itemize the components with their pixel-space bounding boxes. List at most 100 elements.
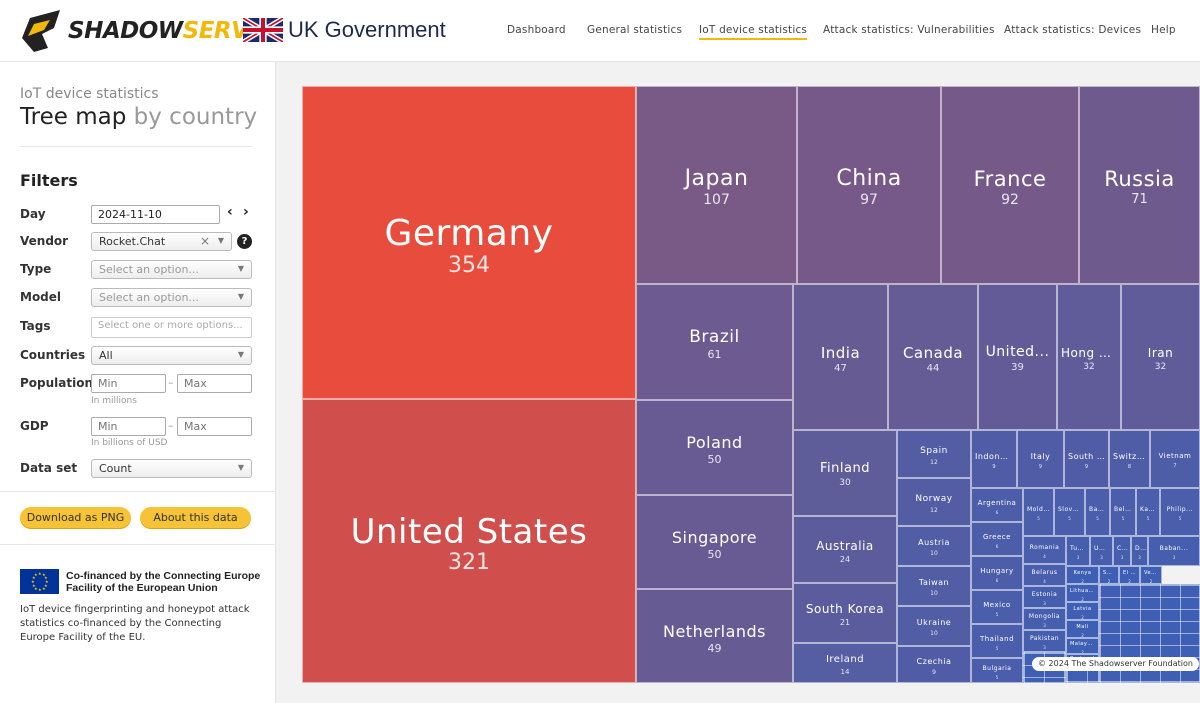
nav-help[interactable]: Help bbox=[1151, 24, 1176, 36]
treemap-cell[interactable]: Singapore 50 bbox=[636, 495, 793, 589]
treemap-cell[interactable]: Italy 9 bbox=[1017, 430, 1064, 488]
treemap-cell[interactable]: Norway 12 bbox=[897, 478, 971, 526]
treemap-cell[interactable]: Spain 12 bbox=[897, 430, 971, 478]
gdp-max-input[interactable] bbox=[177, 417, 252, 436]
treemap-cell[interactable]: Romania 4 bbox=[1023, 536, 1066, 564]
treemap-cell[interactable]: Finland 30 bbox=[793, 430, 897, 516]
population-label: Population bbox=[20, 376, 94, 390]
treemap-cell[interactable]: Austria 10 bbox=[897, 526, 971, 566]
treemap-cell[interactable]: Switzerl... 8 bbox=[1109, 430, 1150, 488]
treemap-cell-label: Pakistan bbox=[1029, 635, 1060, 642]
nav-iot-device-statistics[interactable]: IoT device statistics bbox=[699, 24, 808, 40]
treemap-cell[interactable]: China 97 bbox=[797, 86, 941, 284]
copyright-notice: © 2024 The Shadowserver Foundation bbox=[1032, 657, 1199, 671]
treemap-cell[interactable]: Czechia 9 bbox=[897, 646, 971, 683]
countries-select[interactable]: All ▼ bbox=[91, 346, 252, 365]
treemap-cell[interactable]: Vietnam 7 bbox=[1150, 430, 1200, 488]
population-min-input[interactable] bbox=[91, 374, 166, 393]
treemap-cell[interactable]: Australia 24 bbox=[793, 516, 897, 583]
treemap-cell[interactable]: Russia 71 bbox=[1079, 86, 1200, 284]
treemap-cell[interactable]: Belarus 4 bbox=[1023, 564, 1066, 586]
population-max-input[interactable] bbox=[177, 374, 252, 393]
treemap-cell[interactable]: Mongolia 3 bbox=[1023, 608, 1066, 630]
chevron-down-icon: ▼ bbox=[237, 350, 244, 359]
treemap-cell[interactable]: Kazak... 5 bbox=[1136, 488, 1160, 536]
nav-dashboard[interactable]: Dashboard bbox=[507, 24, 566, 36]
treemap-cell[interactable]: Uganda 3 bbox=[1090, 536, 1113, 566]
treemap-cell-value: 3 bbox=[1138, 555, 1141, 560]
treemap-cell[interactable]: Iran 32 bbox=[1121, 284, 1200, 430]
chevron-down-icon: ▼ bbox=[237, 292, 244, 301]
treemap-cell[interactable]: Netherlands 49 bbox=[636, 589, 793, 683]
treemap-cell[interactable]: France 92 bbox=[941, 86, 1079, 284]
treemap-cell[interactable]: Den... 3 bbox=[1131, 536, 1148, 566]
treemap-cell[interactable]: Hungary 6 bbox=[971, 556, 1023, 590]
chevron-left-icon[interactable]: ‹ bbox=[227, 204, 233, 220]
shadowserver-logo[interactable]: SHADOWSERVER bbox=[20, 6, 281, 56]
gdp-min-input[interactable] bbox=[91, 417, 166, 436]
treemap-cell[interactable]: United States 321 bbox=[302, 399, 636, 683]
treemap-cell[interactable]: Thailand 5 bbox=[971, 624, 1023, 658]
treemap-cell-value: 14 bbox=[840, 667, 850, 676]
tags-input[interactable]: Select one or more options... bbox=[91, 317, 252, 338]
treemap-cell[interactable]: Lithuania 2 bbox=[1066, 584, 1099, 602]
treemap-cell[interactable]: Turkey 3 bbox=[1066, 536, 1090, 566]
treemap-cell[interactable]: Argentina 6 bbox=[971, 488, 1023, 522]
treemap-cell[interactable]: Latvia 2 bbox=[1066, 602, 1099, 620]
treemap-cell-value: 12 bbox=[930, 458, 938, 466]
treemap-cell[interactable]: Germany 354 bbox=[302, 86, 636, 399]
day-input[interactable]: 2024-11-10 bbox=[91, 205, 220, 224]
treemap-cell-label: Turkey bbox=[1070, 545, 1089, 552]
treemap-cell-label: South Afr... bbox=[1068, 451, 1108, 461]
treemap-cell[interactable]: Greece 6 bbox=[971, 522, 1023, 556]
range-dash: – bbox=[168, 419, 174, 432]
treemap-cell[interactable]: El Salv... 2 bbox=[1119, 566, 1140, 584]
treemap-cell[interactable]: Pakistan 3 bbox=[1023, 630, 1066, 652]
model-select[interactable]: Select an option... ▼ bbox=[91, 288, 252, 307]
treemap-cell[interactable]: South Afr... 9 bbox=[1064, 430, 1109, 488]
treemap-cell[interactable]: India 47 bbox=[793, 284, 888, 430]
treemap-cell[interactable]: Poland 50 bbox=[636, 400, 793, 495]
divider bbox=[0, 491, 276, 492]
treemap-cell-label: Taiwan bbox=[918, 578, 950, 587]
treemap-cell[interactable]: Philip... 5 bbox=[1160, 488, 1200, 536]
treemap-cell[interactable]: Mexico 5 bbox=[971, 590, 1023, 624]
nav-general-statistics[interactable]: General statistics bbox=[587, 24, 683, 36]
treemap-cell[interactable]: Brazil 61 bbox=[636, 284, 793, 400]
help-icon[interactable]: ? bbox=[237, 234, 252, 249]
treemap-cell[interactable]: Estonia 3 bbox=[1023, 586, 1066, 608]
nav-attack-devices[interactable]: Attack statistics: Devices bbox=[1004, 24, 1142, 36]
treemap-cell[interactable]: Belgium 5 bbox=[1110, 488, 1136, 536]
treemap-cell[interactable]: Venez... 2 bbox=[1140, 566, 1162, 584]
treemap-cell[interactable]: United... 39 bbox=[978, 284, 1057, 430]
clear-icon[interactable]: × bbox=[199, 234, 210, 248]
treemap-cell[interactable]: Taiwan 10 bbox=[897, 566, 971, 606]
treemap-cell[interactable]: Indonesia 9 bbox=[971, 430, 1017, 488]
treemap-cell-small[interactable] bbox=[1066, 668, 1099, 683]
treemap-cell[interactable]: Malaysia 2 bbox=[1066, 638, 1099, 654]
type-select[interactable]: Select an option... ▼ bbox=[91, 260, 252, 279]
download-png-button[interactable]: Download as PNG bbox=[20, 507, 131, 529]
nav-attack-vulnerabilities[interactable]: Attack statistics: Vulnerabilities bbox=[823, 24, 995, 36]
treemap-cell[interactable]: Kenya 2 bbox=[1066, 566, 1099, 584]
treemap-cell[interactable]: Ukraine 10 bbox=[897, 606, 971, 646]
vendor-select[interactable]: Rocket.Chat × ▼ bbox=[91, 232, 232, 251]
treemap-cell[interactable]: Slovakia 5 bbox=[1054, 488, 1085, 536]
treemap-cell[interactable]: Serbia 2 bbox=[1099, 566, 1119, 584]
treemap-cell[interactable]: Ireland 14 bbox=[793, 643, 897, 683]
treemap-cell[interactable]: Mali 2 bbox=[1066, 620, 1099, 638]
treemap-cell[interactable]: Chile 3 bbox=[1113, 536, 1131, 566]
about-data-button[interactable]: About this data bbox=[140, 507, 251, 529]
treemap-cell[interactable]: Bulgaria 5 bbox=[971, 658, 1023, 683]
treemap-cell[interactable]: Baban... 3 bbox=[1148, 536, 1200, 566]
dataset-select[interactable]: Count ▼ bbox=[91, 459, 252, 478]
treemap-cell-label: United States bbox=[350, 512, 588, 552]
treemap-cell[interactable]: Canada 44 bbox=[888, 284, 978, 430]
treemap-cell[interactable]: South Korea 21 bbox=[793, 583, 897, 643]
treemap-cell[interactable]: Bangl... 5 bbox=[1085, 488, 1110, 536]
treemap-cell[interactable]: Hong K... 32 bbox=[1057, 284, 1121, 430]
treemap-cell[interactable]: Moldova 5 bbox=[1023, 488, 1054, 536]
svg-text:★: ★ bbox=[34, 586, 38, 591]
chevron-right-icon[interactable]: › bbox=[243, 204, 249, 220]
treemap-cell[interactable]: Japan 107 bbox=[636, 86, 797, 284]
